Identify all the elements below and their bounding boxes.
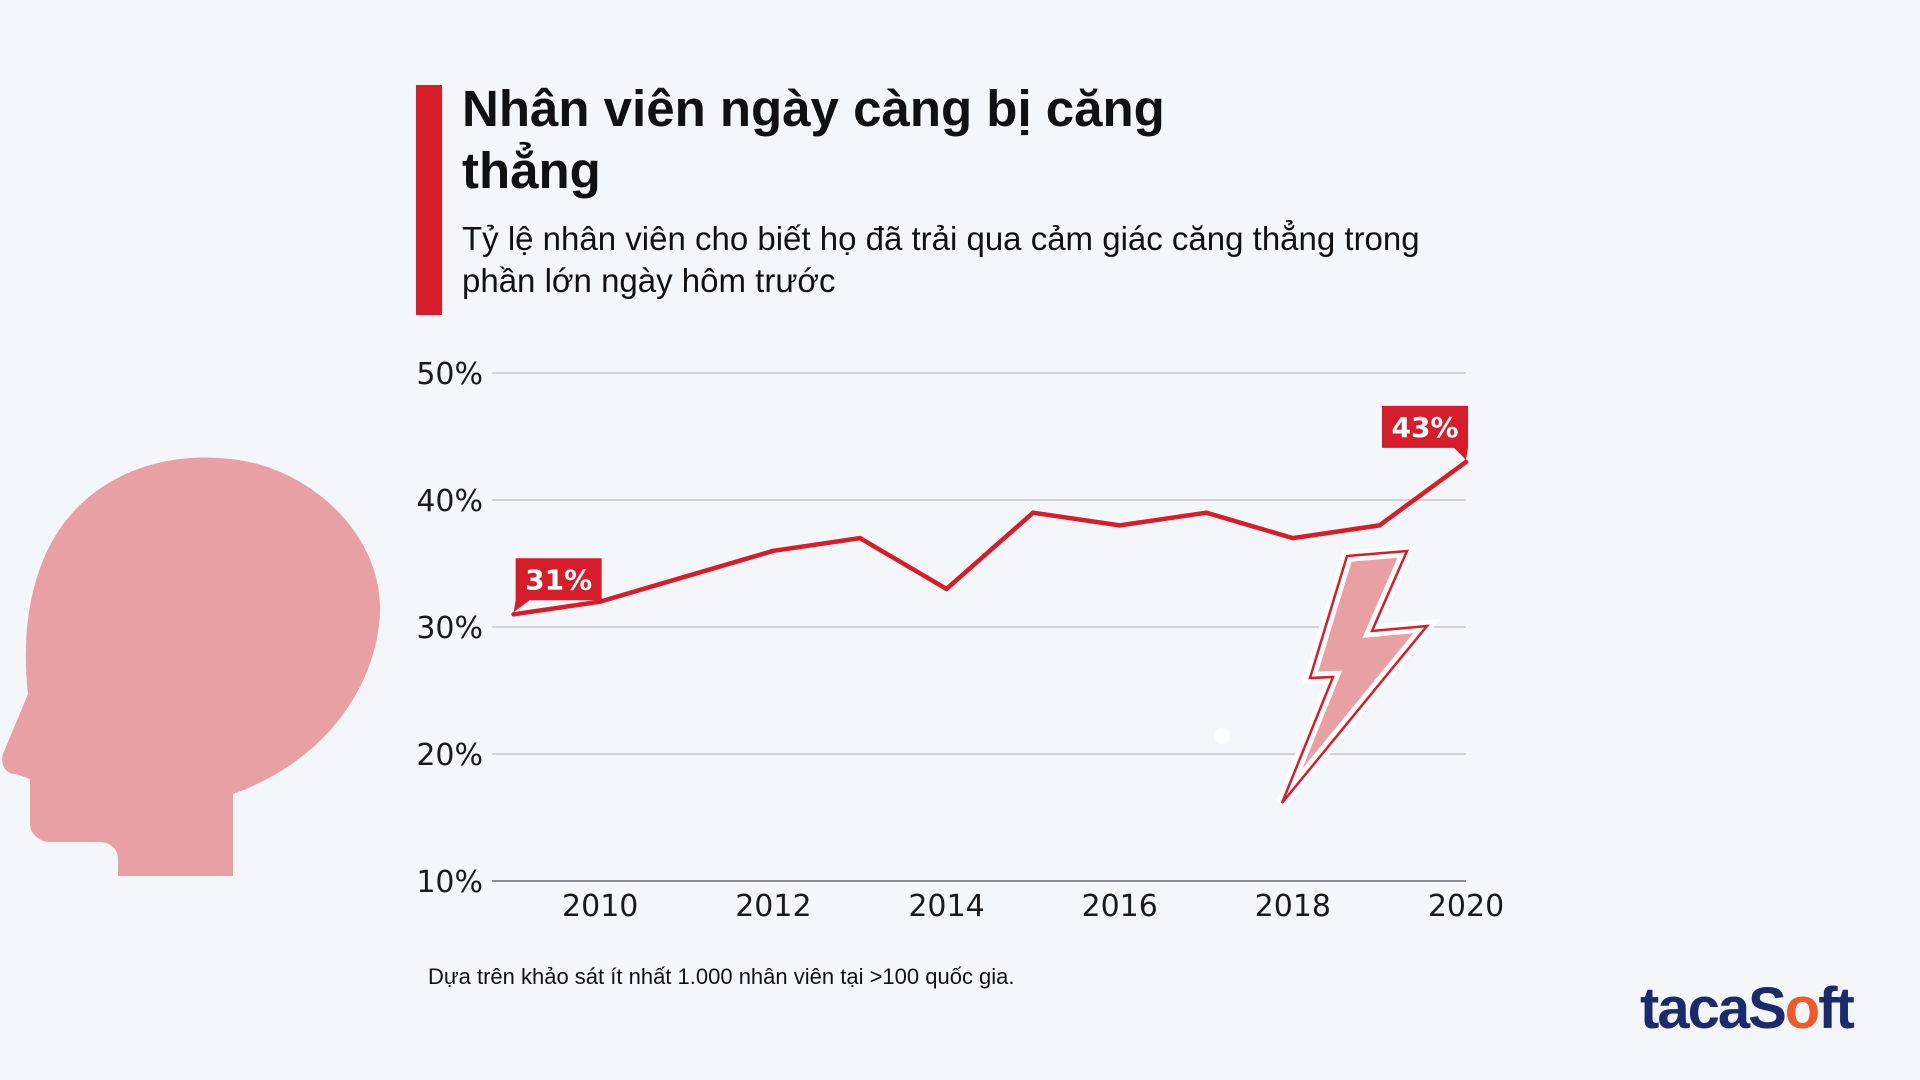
stressed-head-illustration (2, 457, 1441, 876)
y-axis: 10% 20% 30% 40% 50% (416, 357, 483, 900)
series-line-0 (511, 459, 1469, 617)
annotations: 31% 43% (513, 405, 1468, 613)
callout-label: 43% (1391, 411, 1458, 444)
value-callout: 43% (1382, 405, 1468, 460)
x-tick-label: 2012 (735, 889, 811, 924)
x-tick-label: 2010 (562, 889, 638, 924)
data-point (1290, 535, 1296, 541)
data-point (684, 574, 689, 579)
data-point (1204, 510, 1209, 515)
y-tick-label: 30% (416, 611, 483, 646)
data-point (511, 612, 516, 617)
data-point (857, 535, 863, 541)
y-tick-label: 10% (416, 865, 483, 900)
callout-box (513, 558, 602, 613)
chart-title: Nhân viên ngày càng bị căng thẳng (462, 80, 1165, 199)
head-eye-icon (1214, 728, 1230, 744)
data-point (1377, 523, 1382, 528)
lightning-bolt-icon (1276, 544, 1441, 807)
data-point (1030, 510, 1036, 515)
x-tick-label: 2018 (1255, 889, 1331, 924)
callout-label: 31% (525, 563, 592, 596)
data-point (944, 586, 949, 592)
chart-subtitle: Tỷ lệ nhân viên cho biết họ đã trải qua … (462, 220, 1420, 299)
data-point (771, 548, 776, 553)
footnote: Dựa trên khảo sát ít nhất 1.000 nhân viê… (428, 964, 1015, 989)
y-tick-label: 20% (416, 738, 483, 773)
x-axis: 2010 2012 2014 2016 2018 2020 (562, 889, 1504, 924)
value-callout: 31% (513, 558, 602, 613)
y-tick-label: 50% (416, 357, 483, 392)
head-icon (2, 457, 380, 876)
callout-box (1382, 405, 1468, 460)
tacasoft-logo: tacaSoft (1640, 976, 1855, 1041)
data-point (598, 599, 603, 604)
x-tick-label: 2016 (1082, 889, 1158, 924)
lightning-bolt-outline-icon (1280, 549, 1430, 804)
data-point (1117, 523, 1122, 528)
series (511, 459, 1469, 617)
data-point (1463, 459, 1469, 465)
title-accent-bar (416, 85, 442, 315)
y-tick-label: 40% (416, 484, 483, 519)
x-tick-label: 2020 (1428, 889, 1504, 924)
x-tick-label: 2014 (908, 889, 984, 924)
